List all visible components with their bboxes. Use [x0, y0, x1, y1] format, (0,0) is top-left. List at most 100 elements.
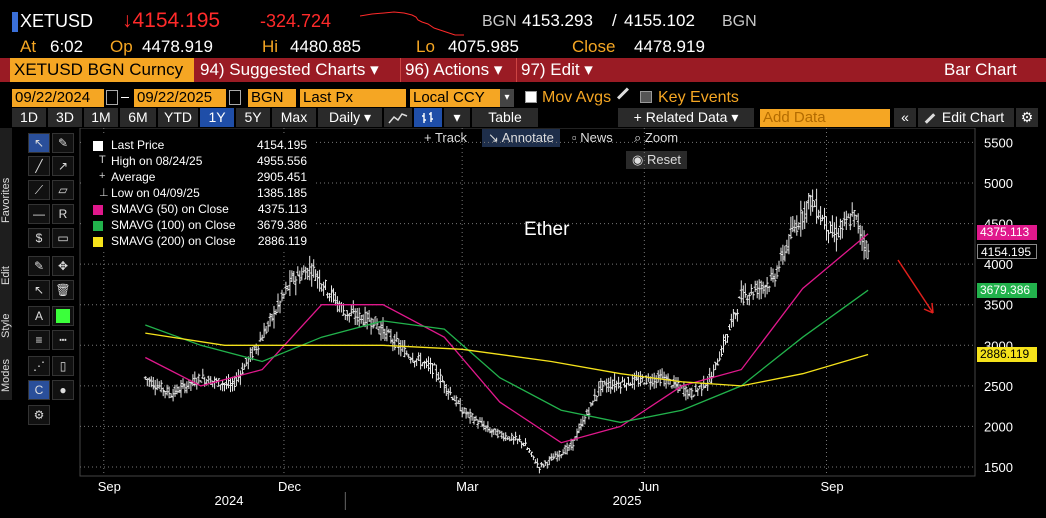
sma-line-2: [145, 332, 869, 387]
frequency-select[interactable]: Daily ▾: [318, 108, 382, 127]
track-button[interactable]: + Track: [424, 130, 467, 145]
line-chart-icon[interactable]: [384, 108, 412, 127]
bar-chart-icon[interactable]: [414, 108, 442, 127]
side-tab-favorites[interactable]: Favorites: [0, 177, 12, 223]
brush-tool-icon[interactable]: ✎: [28, 256, 50, 276]
legend-row[interactable]: SMAVG (200) on Close 2886.119: [87, 234, 313, 250]
price-bar: [779, 247, 783, 262]
line-tool-icon[interactable]: ╱: [28, 156, 50, 176]
price-bar: [720, 345, 723, 357]
text-style-icon[interactable]: A: [28, 306, 50, 326]
period-ytd[interactable]: YTD: [158, 108, 198, 127]
collapse-icon[interactable]: «: [894, 108, 916, 127]
period-1m[interactable]: 1M: [84, 108, 118, 127]
legend-row[interactable]: T High on 08/24/25 4955.556: [87, 154, 313, 170]
cursor-tool-icon[interactable]: ↖: [28, 133, 50, 153]
legend-value: 3679.386: [256, 218, 307, 232]
key-events-checkbox[interactable]: [640, 91, 652, 103]
price-bar: [432, 362, 436, 366]
period-6m[interactable]: 6M: [120, 108, 156, 127]
period-max[interactable]: Max: [272, 108, 316, 127]
line-weight-icon[interactable]: ≡: [28, 330, 50, 350]
legend-row[interactable]: + Average 2905.451: [87, 170, 313, 186]
price-bar: [735, 309, 739, 322]
legend-row[interactable]: SMAVG (50) on Close 4375.113: [87, 202, 313, 218]
price-bar: [512, 436, 516, 445]
color-swatch-icon[interactable]: [52, 306, 74, 326]
rect-tool-icon[interactable]: ▭: [52, 228, 74, 248]
price-bar: [330, 285, 333, 303]
start-calendar-icon[interactable]: [106, 90, 118, 105]
edit-chart-button[interactable]: Edit Chart: [918, 108, 1014, 127]
trash-icon[interactable]: 🗑: [52, 280, 74, 300]
channel-tool-icon[interactable]: ▱: [52, 180, 74, 200]
palette-mode-icon[interactable]: ●: [52, 380, 74, 400]
field-select[interactable]: Last Px: [300, 89, 406, 107]
gear-icon[interactable]: ⚙: [1016, 108, 1038, 127]
trend-tool-icon[interactable]: ⟋: [28, 180, 50, 200]
side-tab-edit[interactable]: Edit: [0, 266, 12, 286]
magnet-mode-icon[interactable]: ▯: [52, 356, 74, 376]
crosshair-mode-icon[interactable]: C: [28, 380, 50, 400]
pen-tool-icon[interactable]: ✎: [52, 133, 74, 153]
source-field[interactable]: BGN: [248, 89, 296, 107]
period-5y[interactable]: 5Y: [236, 108, 270, 127]
hline-tool-icon[interactable]: —: [28, 204, 50, 224]
price-bar: [739, 280, 743, 303]
related-data-menu[interactable]: + Related Data ▾: [618, 108, 754, 127]
period-1y[interactable]: 1Y: [200, 108, 234, 127]
security-field[interactable]: XETUSD BGN Curncy: [10, 58, 194, 82]
zoom-label: Zoom: [644, 130, 679, 145]
ray-tool-icon[interactable]: ↗: [52, 156, 74, 176]
move-tool-icon[interactable]: ✥: [52, 256, 74, 276]
line-style-icon[interactable]: ┅: [52, 330, 74, 350]
add-data-input[interactable]: Add Data: [760, 109, 890, 127]
settings-mode-icon[interactable]: ⚙: [28, 405, 50, 425]
price-bar: [231, 376, 234, 392]
price-bar: [805, 201, 809, 223]
legend-marker-icon: T: [99, 154, 106, 166]
start-date-field[interactable]: 09/22/2024: [12, 89, 104, 107]
price-bar: [623, 378, 626, 388]
price-bar: [199, 380, 203, 383]
price-bar: [223, 382, 226, 392]
side-tab-style[interactable]: Style: [0, 313, 12, 339]
end-date-field[interactable]: 09/22/2025: [134, 89, 226, 107]
price-bar: [827, 229, 830, 244]
price-bar: [658, 369, 662, 386]
select-tool-icon[interactable]: ↖: [28, 280, 50, 300]
period-3d[interactable]: 3D: [48, 108, 82, 127]
price-bar: [452, 395, 456, 402]
edit-menu[interactable]: 97) Edit ▾: [516, 58, 602, 82]
measure-tool-icon[interactable]: $: [28, 228, 50, 248]
table-button[interactable]: Table: [472, 108, 538, 127]
legend-row[interactable]: ⊥ Low on 04/09/25 1385.185: [87, 186, 313, 202]
zoom-button[interactable]: ⌕ Zoom: [634, 130, 679, 145]
price-bar: [173, 384, 177, 397]
currency-dropdown-icon[interactable]: ▾: [500, 89, 514, 107]
pattern-mode-icon[interactable]: ⋰: [28, 356, 50, 376]
reset-button[interactable]: ◉ Reset: [626, 151, 687, 169]
news-button[interactable]: ▫ News: [572, 130, 613, 145]
period-1d[interactable]: 1D: [12, 108, 46, 127]
price-change: -324.724: [260, 11, 332, 31]
fib-tool-icon[interactable]: R: [52, 204, 74, 224]
price-bar: [791, 216, 795, 233]
currency-select[interactable]: Local CCY: [410, 89, 510, 107]
price-bar: [349, 304, 353, 317]
mov-avgs-checkbox[interactable]: [525, 91, 537, 103]
price-bar: [648, 376, 652, 390]
price-bar: [807, 193, 811, 210]
price-bar: [157, 381, 161, 390]
legend-row[interactable]: SMAVG (100) on Close 3679.386: [87, 218, 313, 234]
side-tab-modes[interactable]: Modes: [0, 358, 12, 392]
price-bar: [526, 447, 529, 450]
legend-name: SMAVG (50) on Close: [111, 202, 229, 216]
pencil-icon[interactable]: [616, 87, 630, 100]
suggested-charts-menu[interactable]: 94) Suggested Charts ▾: [200, 60, 379, 79]
chart-type-dropdown[interactable]: ▾: [444, 108, 470, 127]
legend-row[interactable]: Last Price 4154.195: [87, 138, 313, 154]
actions-menu[interactable]: 96) Actions ▾: [400, 58, 514, 82]
price-bar: [597, 381, 601, 396]
end-calendar-icon[interactable]: [229, 90, 241, 105]
